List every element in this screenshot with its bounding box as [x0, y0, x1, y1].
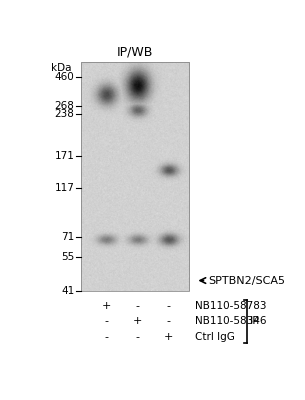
Text: 117: 117: [55, 183, 74, 193]
Text: NB110-58346: NB110-58346: [195, 316, 266, 326]
Text: SPTBN2/SCA5: SPTBN2/SCA5: [209, 276, 285, 286]
Text: 460: 460: [55, 72, 74, 82]
Text: IP/WB: IP/WB: [117, 45, 153, 58]
Text: -: -: [135, 332, 139, 342]
Text: +: +: [133, 316, 142, 326]
Text: IP: IP: [250, 316, 260, 326]
Text: +: +: [164, 332, 173, 342]
Text: -: -: [166, 301, 170, 311]
Text: -: -: [135, 301, 139, 311]
Text: -: -: [104, 332, 108, 342]
Text: 238: 238: [55, 109, 74, 119]
Text: kDa: kDa: [51, 63, 72, 73]
Text: 171: 171: [55, 151, 74, 161]
Text: Ctrl IgG: Ctrl IgG: [195, 332, 235, 342]
Text: -: -: [104, 316, 108, 326]
Text: NB110-58783: NB110-58783: [195, 301, 266, 311]
Text: -: -: [166, 316, 170, 326]
Text: 41: 41: [61, 286, 74, 296]
Bar: [81, 62, 189, 290]
Text: 268: 268: [55, 101, 74, 111]
Text: 55: 55: [61, 252, 74, 262]
Text: +: +: [102, 301, 111, 311]
Text: 71: 71: [61, 232, 74, 242]
